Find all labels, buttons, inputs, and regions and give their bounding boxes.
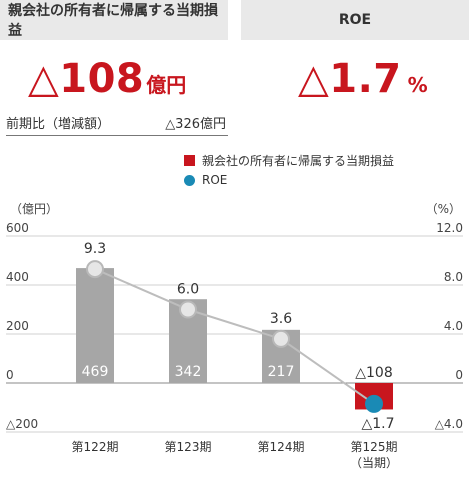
right-tick-label: 12.0 [436, 221, 463, 235]
right-tick-label: 4.0 [444, 319, 463, 333]
roe-point [179, 300, 197, 319]
chart-legend: 親会社の所有者に帰属する当期損益 ROE [184, 150, 394, 190]
profit-kpi: △108 億円 [28, 56, 186, 102]
roe-value-label: 6.0 [177, 282, 199, 298]
roe-kpi-unit: % [407, 73, 428, 97]
roe-value-label: △1.7 [361, 416, 394, 432]
legend-label-roe: ROE [202, 173, 228, 187]
right-tick-label: 0 [455, 368, 463, 382]
yoy-compare-value: △326億円 [165, 117, 226, 132]
yoy-compare-label: 前期比（増減額） [6, 117, 111, 132]
roe-kpi-value: △1.7 [298, 56, 402, 102]
right-tick-label: △4.0 [435, 417, 463, 431]
legend-item-profit: 親会社の所有者に帰属する当期損益 [184, 150, 394, 170]
yoy-compare-row: 前期比（増減額） △326億円 [6, 113, 228, 136]
left-tick-label: 200 [6, 319, 29, 333]
roe-header: ROE [241, 0, 469, 40]
category-sublabel: （当期） [350, 456, 398, 470]
roe-point [86, 260, 104, 279]
category-label: 第124期 [258, 440, 305, 454]
left-tick-label: 600 [6, 221, 29, 235]
roe-point [365, 394, 383, 413]
roe-value-label: 9.3 [84, 241, 106, 257]
legend-label-profit: 親会社の所有者に帰属する当期損益 [202, 153, 395, 168]
category-label: 第122期 [72, 440, 119, 454]
category-label: 第123期 [165, 440, 212, 454]
bar [76, 268, 114, 383]
profit-header: 親会社の所有者に帰属する当期損益 [0, 0, 228, 40]
bar-value-label: 469 [82, 364, 109, 380]
roe-point [272, 329, 290, 348]
legend-item-roe: ROE [184, 170, 394, 190]
profit-kpi-value: △108 [28, 56, 145, 102]
bar-value-label: △108 [355, 365, 393, 381]
bar-value-label: 217 [268, 364, 295, 380]
legend-swatch-roe [184, 174, 195, 186]
profit-kpi-unit: 億円 [146, 73, 187, 97]
right-tick-label: 8.0 [444, 270, 463, 284]
profit-header-title: 親会社の所有者に帰属する当期損益 [8, 3, 218, 39]
left-tick-label: 0 [6, 368, 14, 382]
left-tick-label: △200 [6, 417, 38, 431]
category-label: 第125期 [351, 440, 398, 454]
right-axis-unit: （%） [426, 202, 461, 216]
bar-value-label: 342 [175, 364, 202, 380]
roe-value-label: 3.6 [270, 311, 292, 327]
roe-header-title: ROE [338, 12, 372, 28]
left-tick-label: 400 [6, 270, 29, 284]
left-axis-unit: （億円） [10, 202, 58, 216]
legend-swatch-profit [184, 154, 195, 166]
roe-line [94, 268, 375, 405]
roe-kpi: △1.7 % [298, 56, 428, 102]
